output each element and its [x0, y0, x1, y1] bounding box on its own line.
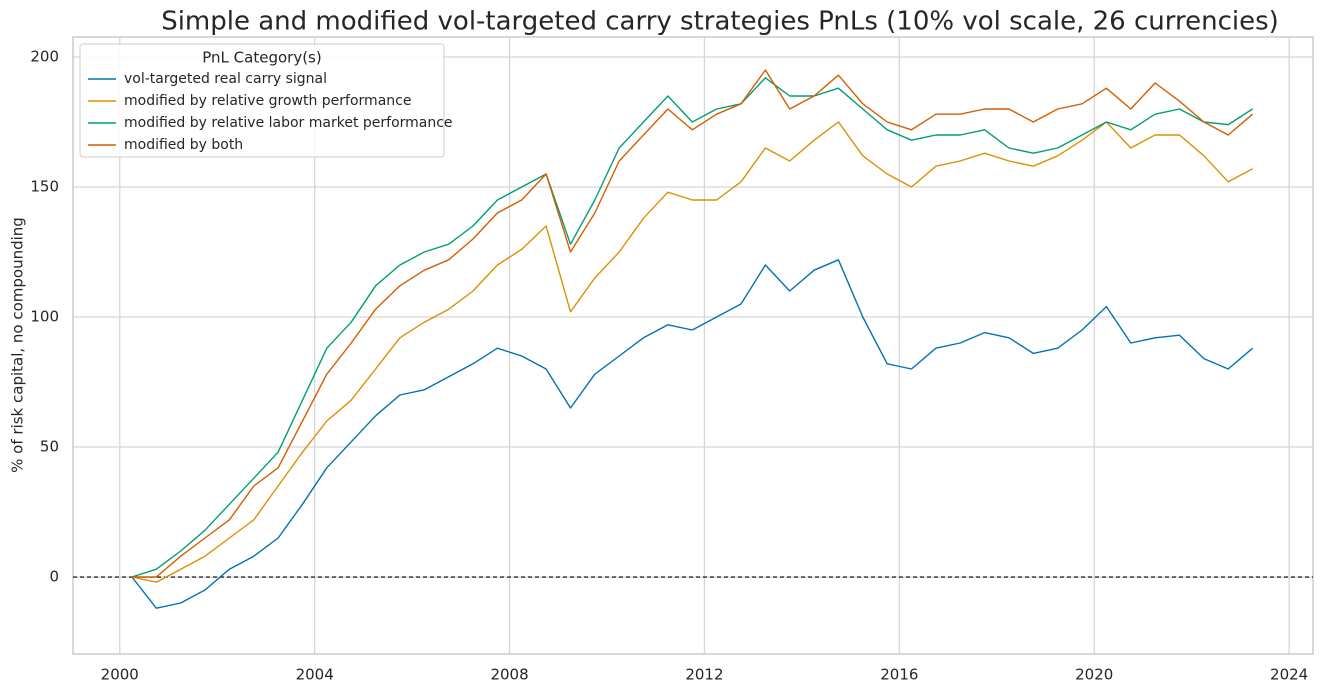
y-tick-label: 100 [30, 308, 59, 326]
series-line [131, 121, 1253, 583]
x-tick-label: 2000 [101, 666, 139, 684]
chart-title: Simple and modified vol-targeted carry s… [161, 7, 1279, 37]
series-line [131, 259, 1254, 609]
x-tick-label: 2016 [880, 666, 918, 684]
series-line [132, 69, 1254, 578]
y-tick-label: 150 [30, 178, 59, 196]
plot-frame [72, 36, 1314, 655]
legend-label: modified by relative growth performance [124, 93, 411, 109]
legend-label: vol-targeted real carry signal [124, 71, 327, 87]
series-line [131, 77, 1253, 578]
x-tick-label: 2008 [490, 666, 528, 684]
y-tick-label: 50 [40, 438, 59, 456]
legend-box [79, 43, 445, 158]
x-tick-label: 2020 [1075, 666, 1113, 684]
x-tick-label: 2024 [1270, 666, 1308, 684]
y-tick-label: 200 [30, 48, 59, 66]
x-tick-label: 2012 [685, 666, 723, 684]
legend-label: modified by relative labor market perfor… [124, 115, 453, 131]
y-tick-label: 0 [49, 568, 59, 586]
x-tick-label: 2004 [296, 666, 334, 684]
y-axis-label: % of risk capital, no compounding [9, 217, 27, 473]
legend-label: modified by both [124, 137, 243, 153]
legend-title: PnL Category(s) [202, 49, 321, 67]
